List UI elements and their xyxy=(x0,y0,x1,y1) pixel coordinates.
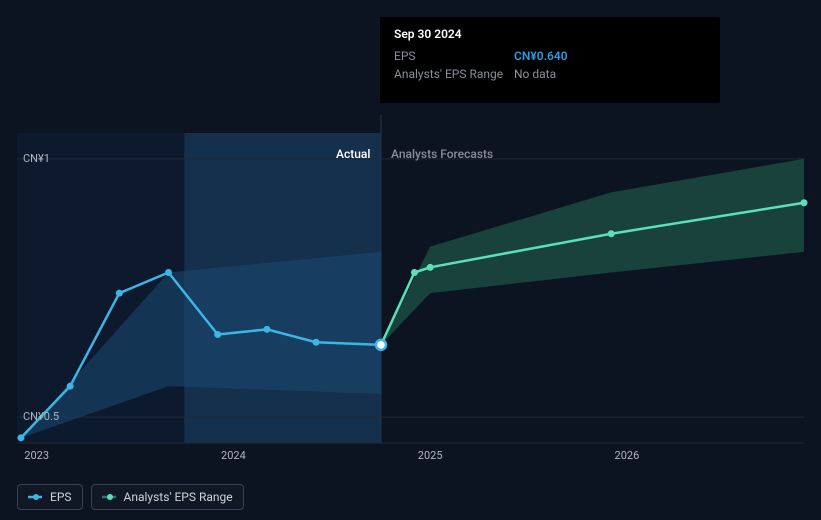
region-label-forecast: Analysts Forecasts xyxy=(391,147,493,161)
legend-swatch-eps xyxy=(28,492,42,502)
chart-tooltip: Sep 30 2024 EPS CN¥0.640 Analysts' EPS R… xyxy=(380,17,720,103)
x-axis-label: 2023 xyxy=(24,449,49,462)
tooltip-label: EPS xyxy=(394,47,514,65)
tooltip-row-range: Analysts' EPS Range No data xyxy=(394,65,706,83)
legend-item-range[interactable]: Analysts' EPS Range xyxy=(91,484,244,510)
y-axis-label: CN¥0.5 xyxy=(23,410,59,423)
tooltip-date: Sep 30 2024 xyxy=(394,27,706,41)
legend-label: EPS xyxy=(50,490,72,504)
x-axis-label: 2026 xyxy=(615,449,640,462)
legend-label: Analysts' EPS Range xyxy=(124,490,233,504)
tooltip-label: Analysts' EPS Range xyxy=(394,65,514,83)
tooltip-row-eps: EPS CN¥0.640 xyxy=(394,47,706,65)
tooltip-value: No data xyxy=(514,65,556,83)
region-label-actual: Actual xyxy=(336,147,370,161)
legend-swatch-range xyxy=(102,492,116,502)
legend-item-eps[interactable]: EPS xyxy=(17,484,83,510)
x-axis-label: 2024 xyxy=(221,449,246,462)
chart-legend: EPS Analysts' EPS Range xyxy=(17,484,244,510)
x-axis-label: 2025 xyxy=(418,449,443,462)
y-axis-label: CN¥1 xyxy=(23,152,50,165)
tooltip-value: CN¥0.640 xyxy=(514,47,568,65)
